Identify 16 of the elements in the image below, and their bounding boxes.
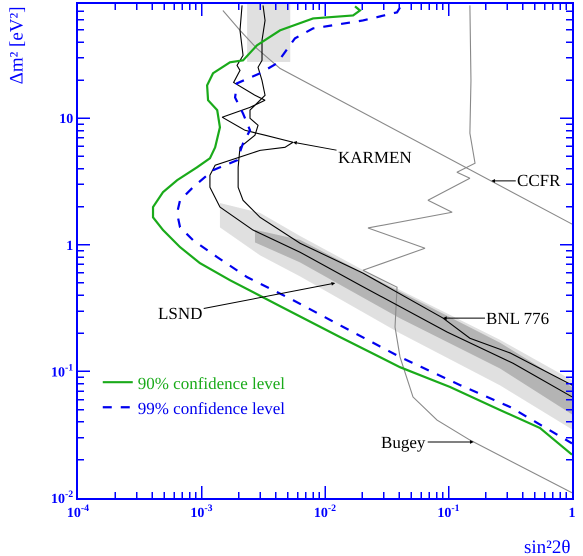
x-tick-label: 10$^{-2}$ [314,502,336,521]
annotation: KARMEN [338,148,412,167]
y-tick-label: 10$^{-1}$ [51,362,74,380]
x-axis-title: sin²2θ [524,537,570,556]
annotation: CCFR [517,171,562,190]
y-tick-label: 10 [59,112,74,128]
y-axis-title: Δm² [eV²] [6,6,28,84]
legend-label: 99% confidence level [138,398,286,418]
y-tick-label: 1 [66,238,74,254]
x-tick-label: 10$^{-3}$ [190,502,213,521]
annotation: Bugey [381,433,426,452]
x-tick-label: 1 [568,506,576,521]
annotation: LSND [158,304,202,323]
legend-label: 90% confidence level [138,374,286,393]
annotation: BNL 776 [486,309,550,328]
x-tick-label: 10$^{-1}$ [437,502,460,521]
